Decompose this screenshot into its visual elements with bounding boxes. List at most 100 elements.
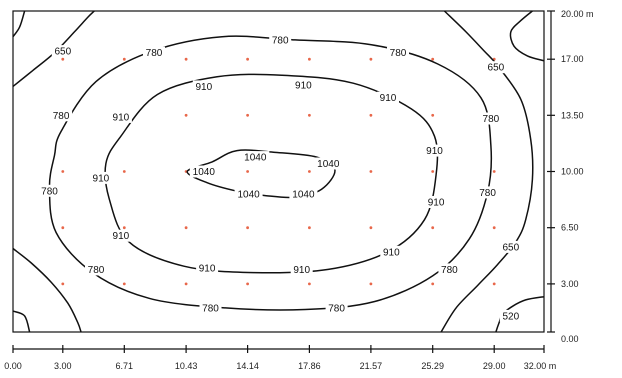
contour-label: 1040	[193, 167, 216, 178]
y-tick-label: 13.50	[561, 110, 584, 120]
contour-label: 780	[53, 111, 70, 122]
sample-point	[431, 113, 435, 117]
sample-point	[492, 226, 496, 230]
sample-point	[122, 170, 126, 173]
contour-line-520	[12, 10, 26, 38]
x-tick-label: 6.71	[116, 361, 134, 371]
contour-label-bg	[269, 33, 292, 46]
sample-point	[184, 57, 188, 61]
contour-line-650	[12, 247, 82, 333]
contour-label: 780	[146, 48, 163, 59]
contour-label-bg	[438, 263, 461, 276]
sample-point	[369, 226, 373, 230]
contour-label: 780	[41, 186, 58, 197]
contour-label: 780	[479, 188, 496, 199]
plot-frame	[12, 10, 545, 333]
contour-line-650	[12, 10, 95, 87]
contour-label: 910	[380, 93, 397, 104]
contour-label: 780	[441, 265, 458, 276]
contour-label-bg	[499, 309, 522, 322]
contour-label: 1040	[244, 153, 267, 164]
y-tick-label: 6.50	[561, 223, 579, 233]
y-tick-label: 20.00 m	[561, 9, 594, 19]
sample-point	[246, 113, 250, 117]
contour-label-bg	[196, 261, 219, 274]
sample-point	[122, 57, 126, 61]
contour-label: 910	[113, 112, 130, 123]
x-tick-label: 0.00	[4, 361, 22, 371]
contour-label-bg	[241, 151, 270, 164]
x-tick-label: 21.57	[360, 361, 383, 371]
contour-label-bg	[234, 188, 263, 200]
contour-label-bg	[387, 46, 409, 59]
contour-label: 650	[488, 63, 505, 74]
sample-point	[369, 170, 373, 173]
contour-label-bg	[476, 186, 499, 199]
x-axis: 0.00 3.00 6.71 10.43 14.14 17.86 21.57 25.29 29.…	[4, 345, 556, 371]
contour-label-bg	[192, 80, 215, 93]
contour-labels: 650 780 780 780 650 780 910 910 910 910 780 910 1040…	[38, 33, 522, 322]
contour-label-bg	[499, 240, 522, 253]
contour-label-bg	[51, 45, 74, 58]
contour-label: 650	[502, 242, 519, 253]
contour-line-520	[509, 10, 545, 62]
contour-label: 1040	[237, 190, 260, 201]
contour-label-bg	[292, 78, 315, 91]
x-tick-label: 25.29	[421, 361, 444, 371]
contour-label-bg	[380, 245, 403, 258]
sample-point	[246, 170, 250, 173]
sample-point	[492, 282, 496, 286]
contour-label-bg	[425, 196, 448, 208]
contour-label: 910	[113, 231, 130, 242]
contour-line-780	[48, 35, 493, 311]
contour-label-bg	[325, 301, 348, 314]
contour-label-bg	[289, 188, 318, 200]
contour-label: 910	[199, 263, 216, 274]
x-tick-label: 17.86	[298, 361, 321, 371]
contour-label: 910	[93, 173, 110, 184]
sample-point	[184, 282, 188, 286]
sample-point	[369, 282, 373, 286]
contour-label: 910	[426, 146, 443, 157]
contour-label-bg	[89, 171, 112, 184]
contour-label: 910	[295, 80, 312, 91]
contour-label: 520	[502, 311, 519, 322]
contour-label: 910	[293, 265, 310, 276]
contour-label-bg	[189, 165, 218, 178]
x-tick-label: 10.43	[175, 361, 198, 371]
sample-point	[122, 226, 126, 230]
sample-point	[431, 57, 435, 61]
contour-label-bg	[484, 61, 507, 74]
contour-label-bg	[290, 263, 313, 276]
sample-point	[246, 57, 250, 61]
contour-label-bg	[423, 144, 446, 157]
x-tick-label: 29.00	[483, 361, 506, 371]
sample-point	[308, 170, 311, 173]
sample-point	[431, 282, 435, 286]
contour-label-bg	[479, 112, 502, 125]
sample-point	[492, 170, 496, 173]
contour-label-bg	[109, 229, 132, 242]
sample-point	[61, 282, 65, 286]
x-tick-label: 14.14	[236, 361, 259, 371]
sample-point	[122, 282, 126, 286]
contour-label-bg	[143, 46, 165, 59]
x-tick-label: 32.00 m	[524, 361, 557, 371]
contour-line-650	[440, 10, 534, 333]
sample-point	[246, 226, 250, 230]
contour-label: 780	[390, 48, 407, 59]
sample-point	[61, 170, 65, 173]
contour-label: 910	[428, 198, 445, 209]
sample-point	[246, 282, 250, 286]
sample-point	[308, 282, 311, 286]
y-tick-label: 3.00	[561, 279, 579, 289]
contour-label-bg	[314, 157, 343, 170]
sample-point	[369, 113, 373, 117]
y-tick-label: 17.00	[561, 54, 584, 64]
sample-point	[369, 57, 373, 61]
sample-point	[184, 226, 188, 230]
contour-label: 780	[483, 114, 500, 125]
sample-point	[61, 57, 65, 61]
sample-point	[308, 226, 311, 230]
